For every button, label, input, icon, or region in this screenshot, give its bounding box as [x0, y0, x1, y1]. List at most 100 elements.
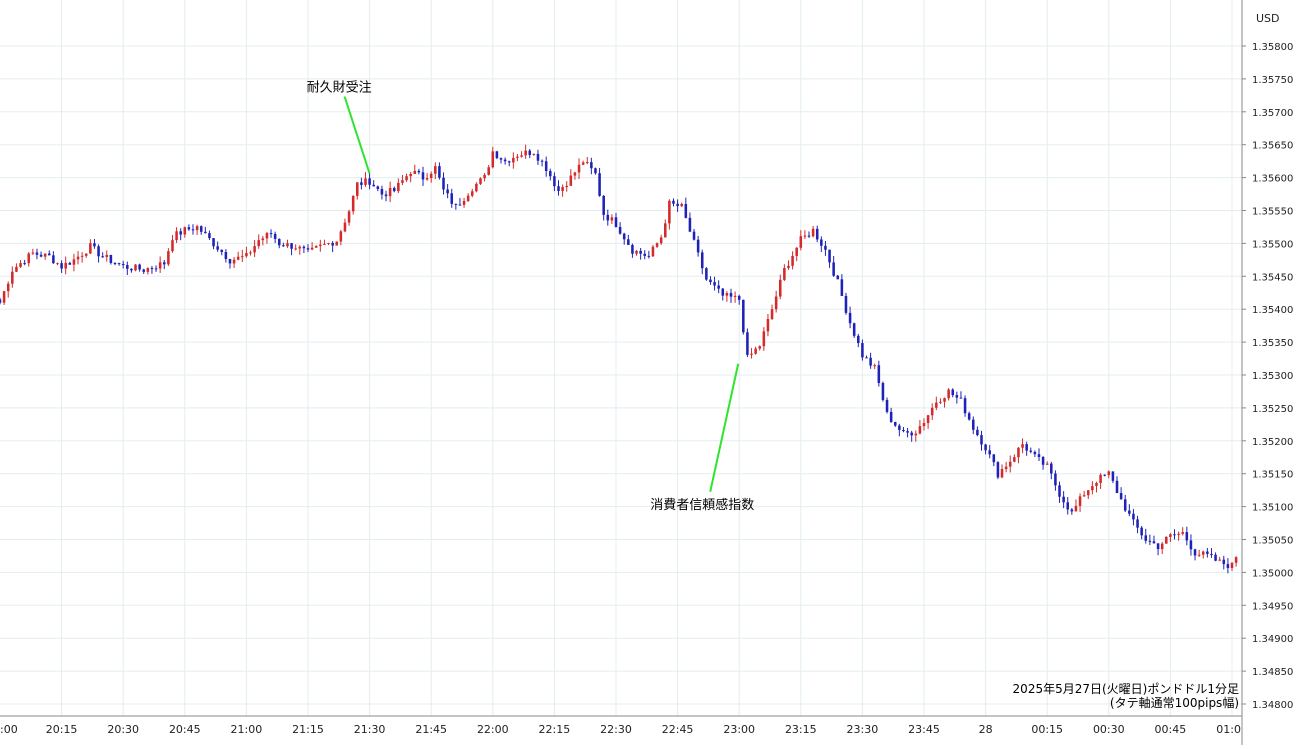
candle-down [631, 243, 634, 258]
y-tick-label: 1.35400 [1252, 305, 1293, 316]
candle-up [668, 199, 671, 230]
candle-down [967, 411, 971, 421]
candle-body [458, 204, 462, 206]
candle-up [347, 209, 351, 226]
candle-body [442, 177, 445, 190]
x-tick-label: 01:0 [1216, 723, 1241, 736]
candle-up [1234, 556, 1238, 567]
candle-body [376, 186, 380, 189]
candle-down [528, 148, 532, 159]
candle-up [15, 263, 18, 273]
x-tick-label: 20:45 [169, 723, 201, 736]
candle-body [1050, 463, 1053, 474]
candle-up [487, 165, 490, 176]
candle-up [532, 153, 536, 156]
candle-down [992, 454, 996, 467]
candle-up [1000, 464, 1004, 479]
candle-up [257, 234, 260, 249]
candle-down [676, 199, 679, 212]
candle-up [918, 420, 922, 435]
candle-body [590, 162, 593, 169]
candle-up [573, 171, 577, 180]
candle-body [1169, 534, 1172, 537]
x-tick-label: 20:15 [46, 723, 78, 736]
candle-down [557, 180, 560, 196]
candle-body [97, 246, 100, 257]
candle-body [791, 255, 794, 266]
candle-up [943, 397, 946, 408]
candle-down [614, 212, 618, 228]
candle-body [848, 312, 852, 324]
candle-down [959, 391, 963, 399]
candle-down [117, 262, 121, 266]
candle-down [898, 423, 901, 437]
candle-body [327, 242, 330, 244]
x-tick-label: 00:15 [1031, 723, 1063, 736]
candle-body [11, 271, 14, 284]
candle-up [364, 172, 367, 187]
candle-down [126, 261, 129, 276]
candle-body [561, 187, 564, 191]
candle-body [996, 462, 1000, 478]
candle-body [39, 254, 43, 257]
candle-down [68, 261, 72, 265]
candle-down [709, 276, 712, 285]
candle-down [877, 360, 881, 387]
candle-down [1144, 528, 1148, 544]
x-tick-label: 20:30 [107, 723, 139, 736]
candle-body [717, 285, 720, 289]
candle-body [803, 235, 807, 237]
candle-body [76, 256, 80, 260]
candle-up [76, 251, 80, 265]
x-tick-label: 00:45 [1155, 723, 1187, 736]
candle-body [680, 204, 683, 207]
candle-body [64, 262, 67, 269]
candle-body [889, 411, 893, 422]
candle-body [943, 398, 946, 402]
candle-down [1070, 507, 1074, 515]
candle-up [356, 182, 359, 200]
candle-body [1144, 535, 1148, 541]
candle-down [277, 238, 281, 249]
candle-body [1115, 480, 1119, 494]
candle-down [1210, 548, 1213, 558]
grid-lines [0, 0, 1242, 716]
candle-up [483, 173, 486, 182]
candle-body [454, 203, 458, 205]
candle-body [364, 178, 367, 185]
candle-body [429, 173, 433, 179]
candle-down [840, 274, 844, 297]
candle-up [286, 239, 289, 248]
candle-up [1230, 562, 1234, 572]
candle-up [659, 234, 663, 245]
x-tick-label: 21:00 [231, 723, 263, 736]
candle-body [286, 243, 289, 247]
candle-up [1177, 531, 1180, 541]
candle-body [154, 268, 158, 270]
candle-body [770, 309, 774, 320]
candle-down [857, 333, 860, 348]
candle-body [881, 382, 885, 400]
candle-body [117, 263, 121, 265]
candle-body [220, 249, 224, 253]
y-tick-label: 1.35000 [1252, 568, 1293, 579]
candle-body [935, 402, 938, 408]
candle-body [43, 253, 47, 257]
candle-down [368, 172, 371, 190]
candle-down [52, 251, 55, 264]
candle-body [614, 217, 618, 227]
candle-up [314, 245, 318, 248]
candle-down [113, 262, 117, 266]
candle-down [861, 339, 864, 361]
candle-body [828, 249, 831, 263]
candle-up [516, 154, 519, 162]
candle-down [684, 197, 688, 219]
candle-down [97, 244, 100, 263]
candle-up [310, 242, 314, 251]
candle-down [446, 183, 449, 199]
candle-body [1000, 469, 1004, 478]
candle-down [35, 248, 39, 260]
candle-body [577, 164, 581, 173]
